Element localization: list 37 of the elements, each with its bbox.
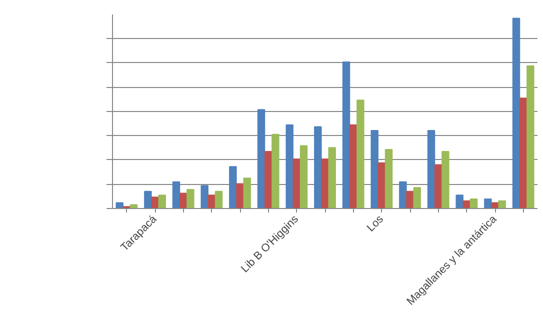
bar [349, 124, 358, 208]
x-tick-label: Los [364, 212, 386, 234]
bar [130, 204, 138, 208]
bar [144, 190, 152, 208]
bar [384, 149, 393, 208]
bar [470, 198, 478, 208]
bar [229, 166, 237, 208]
bar [498, 200, 506, 208]
bar [378, 162, 386, 208]
bar [214, 190, 223, 208]
bar [442, 150, 450, 208]
bar [286, 124, 294, 208]
bar [484, 198, 492, 208]
bar [356, 100, 364, 208]
bar [519, 98, 528, 208]
bar [292, 158, 301, 208]
bar [342, 62, 350, 208]
bar [427, 130, 436, 208]
bar [272, 134, 280, 208]
bar [186, 188, 194, 208]
bar [200, 185, 208, 208]
bar [257, 109, 266, 208]
bar [399, 181, 407, 208]
bar [243, 178, 251, 208]
bar [456, 194, 464, 208]
bar [172, 181, 180, 208]
bar [328, 147, 336, 208]
bar [413, 187, 421, 208]
bar [314, 126, 322, 208]
bar [116, 202, 124, 208]
bar [370, 130, 378, 208]
bar [300, 145, 308, 208]
bar [264, 150, 272, 208]
bar [158, 194, 166, 208]
bar [526, 65, 534, 208]
bar [321, 158, 329, 208]
bar [512, 18, 520, 208]
